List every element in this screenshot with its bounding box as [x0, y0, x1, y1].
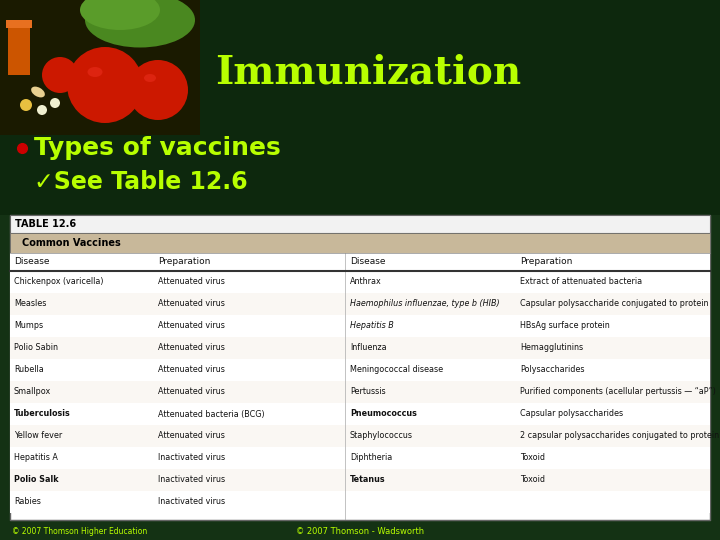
Text: Attenuated virus: Attenuated virus — [158, 388, 225, 396]
Text: Hemagglutinins: Hemagglutinins — [520, 343, 583, 353]
Text: Diphtheria: Diphtheria — [350, 454, 392, 462]
Text: Disease: Disease — [14, 258, 50, 267]
Text: Attenuated virus: Attenuated virus — [158, 343, 225, 353]
Text: Meningococcal disease: Meningococcal disease — [350, 366, 443, 375]
Text: ✓See Table 12.6: ✓See Table 12.6 — [34, 170, 248, 194]
Text: Attenuated virus: Attenuated virus — [158, 431, 225, 441]
Text: Extract of attenuated bacteria: Extract of attenuated bacteria — [520, 278, 642, 287]
Circle shape — [50, 98, 60, 108]
Ellipse shape — [80, 0, 160, 30]
Ellipse shape — [31, 86, 45, 97]
Text: Preparation: Preparation — [520, 258, 572, 267]
Text: Purified components (acellular pertussis — “aP”): Purified components (acellular pertussis… — [520, 388, 716, 396]
Text: Pneumococcus: Pneumococcus — [350, 409, 417, 418]
Bar — [10, 271, 710, 293]
Text: Rabies: Rabies — [14, 497, 41, 507]
Text: Capsular polysaccharide conjugated to protein: Capsular polysaccharide conjugated to pr… — [520, 300, 708, 308]
Text: Inactivated virus: Inactivated virus — [158, 476, 225, 484]
Text: Common Vaccines: Common Vaccines — [22, 238, 121, 248]
Text: Measles: Measles — [14, 300, 46, 308]
Bar — [10, 381, 710, 403]
Text: Inactivated virus: Inactivated virus — [158, 497, 225, 507]
Text: Hepatitis B: Hepatitis B — [350, 321, 394, 330]
Text: 2 capsular polysaccharides conjugated to protein: 2 capsular polysaccharides conjugated to… — [520, 431, 719, 441]
Bar — [8, 25, 30, 75]
Circle shape — [67, 47, 143, 123]
Text: Attenuated virus: Attenuated virus — [158, 300, 225, 308]
Text: TABLE 12.6: TABLE 12.6 — [15, 219, 76, 229]
Circle shape — [37, 105, 47, 115]
Text: Anthrax: Anthrax — [350, 278, 382, 287]
Text: Disease: Disease — [350, 258, 385, 267]
Circle shape — [20, 99, 32, 111]
Text: Yellow fever: Yellow fever — [14, 431, 62, 441]
Bar — [10, 293, 710, 315]
Text: Toxoid: Toxoid — [520, 454, 545, 462]
Text: Attenuated bacteria (BCG): Attenuated bacteria (BCG) — [158, 409, 265, 418]
Ellipse shape — [85, 0, 195, 48]
Text: Polio Salk: Polio Salk — [14, 476, 58, 484]
Text: Tetanus: Tetanus — [350, 476, 386, 484]
Text: Polysaccharides: Polysaccharides — [520, 366, 585, 375]
Text: Chickenpox (varicella): Chickenpox (varicella) — [14, 278, 104, 287]
Bar — [0, 215, 720, 540]
Ellipse shape — [88, 67, 102, 77]
Text: Pertussis: Pertussis — [350, 388, 386, 396]
Text: Haemophilus influenzae, type b (HIB): Haemophilus influenzae, type b (HIB) — [350, 300, 500, 308]
Bar — [10, 469, 710, 491]
Bar — [10, 491, 710, 513]
Text: HBsAg surface protein: HBsAg surface protein — [520, 321, 610, 330]
Bar — [10, 253, 710, 271]
Text: © 2007 Thomson - Wadsworth: © 2007 Thomson - Wadsworth — [296, 528, 424, 537]
Bar — [10, 215, 710, 233]
Text: Influenza: Influenza — [350, 343, 387, 353]
Text: Attenuated virus: Attenuated virus — [158, 278, 225, 287]
Text: Hepatitis A: Hepatitis A — [14, 454, 58, 462]
Bar — [10, 233, 710, 253]
Bar — [10, 403, 710, 425]
Bar — [0, 520, 720, 540]
Bar — [10, 425, 710, 447]
Text: Staphylococcus: Staphylococcus — [350, 431, 413, 441]
Text: © 2007 Thomson Higher Education: © 2007 Thomson Higher Education — [12, 528, 148, 537]
Text: Preparation: Preparation — [158, 258, 210, 267]
Text: Types of vaccines: Types of vaccines — [34, 136, 281, 160]
Text: Smallpox: Smallpox — [14, 388, 51, 396]
Bar — [10, 215, 710, 520]
Text: Attenuated virus: Attenuated virus — [158, 321, 225, 330]
Text: Toxoid: Toxoid — [520, 476, 545, 484]
Text: Immunization: Immunization — [215, 53, 521, 91]
Bar — [10, 337, 710, 359]
Text: Tuberculosis: Tuberculosis — [14, 409, 71, 418]
Ellipse shape — [144, 74, 156, 82]
Bar — [6, 20, 32, 28]
Circle shape — [42, 57, 78, 93]
Text: Polio Sabin: Polio Sabin — [14, 343, 58, 353]
Text: Inactivated virus: Inactivated virus — [158, 454, 225, 462]
Bar — [0, 0, 200, 135]
Text: Attenuated virus: Attenuated virus — [158, 366, 225, 375]
Bar — [0, 0, 720, 215]
Text: Mumps: Mumps — [14, 321, 43, 330]
Bar — [10, 447, 710, 469]
Bar — [10, 359, 710, 381]
Text: Capsular polysaccharides: Capsular polysaccharides — [520, 409, 623, 418]
Bar — [10, 315, 710, 337]
Text: Rubella: Rubella — [14, 366, 44, 375]
Circle shape — [128, 60, 188, 120]
